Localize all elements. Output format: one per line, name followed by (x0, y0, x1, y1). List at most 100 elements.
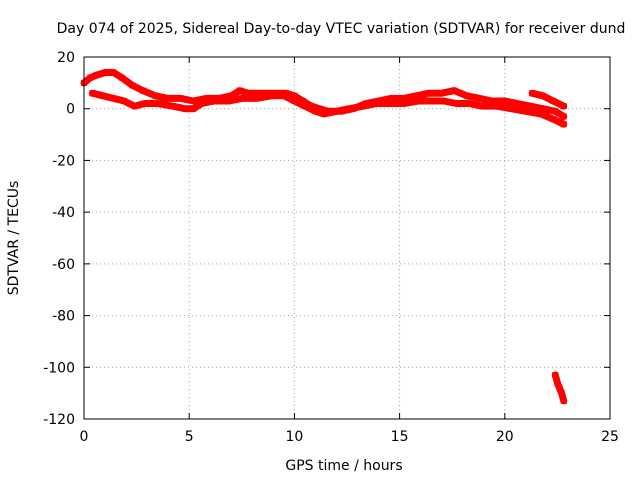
data-point-band-upper (152, 92, 159, 99)
data-point-band-upper (463, 92, 470, 99)
data-point-band-lower (508, 105, 515, 112)
data-point-band-upper (203, 95, 210, 102)
data-point-band-lower (428, 97, 435, 104)
data-point-band-lower (268, 92, 275, 99)
data-point-band-upper (291, 92, 298, 99)
chart-title: Day 074 of 2025, Sidereal Day-to-day VTE… (57, 21, 626, 37)
data-point-band-lower (312, 108, 319, 115)
data-point-band-late (560, 103, 567, 110)
data-point-band-upper (139, 87, 146, 94)
x-tick-label: 15 (391, 429, 409, 445)
x-tick-label: 25 (601, 429, 619, 445)
data-point-band-lower (522, 108, 529, 115)
x-tick-label: 20 (496, 429, 514, 445)
x-axis-label: GPS time / hours (285, 458, 402, 474)
data-point-band-lower (89, 90, 96, 97)
data-point-band-lower (466, 100, 473, 107)
data-point-band-lower (400, 100, 407, 107)
data-point-band-lower (226, 97, 233, 104)
data-point-band-upper (236, 87, 243, 94)
y-tick-label: -100 (43, 360, 75, 376)
data-point-band-upper (539, 105, 546, 112)
data-point-band-lower (120, 97, 127, 104)
data-point-band-upper (316, 105, 323, 112)
data-point-band-lower (142, 100, 149, 107)
data-point-outlier (556, 384, 563, 391)
plot-frame (83, 56, 611, 420)
y-axis-label: SDTVAR / TECUs (6, 181, 22, 296)
data-point-band-lower (550, 116, 557, 123)
data-point-band-upper (560, 113, 567, 120)
data-point-band-lower (99, 92, 106, 99)
data-point-band-lower (453, 100, 460, 107)
data-point-band-upper (257, 90, 264, 97)
y-tick-label: -120 (43, 412, 75, 428)
data-point-band-lower (238, 95, 245, 102)
y-tick-label: 0 (66, 102, 75, 118)
data-point-band-lower (181, 105, 188, 112)
x-tick-label: 5 (185, 429, 194, 445)
data-point-band-late (529, 90, 536, 97)
y-tick-label: -20 (52, 153, 75, 169)
data-point-band-upper (118, 74, 125, 81)
data-point-band-lower (320, 110, 327, 117)
data-point-band-upper (110, 69, 117, 76)
data-point-band-upper (245, 90, 252, 97)
data-point-band-upper (228, 92, 235, 99)
data-points (80, 69, 568, 405)
data-point-band-lower (415, 97, 422, 104)
data-point-band-lower (301, 103, 308, 110)
data-point-band-upper (451, 87, 458, 94)
data-point-band-upper (552, 108, 559, 115)
x-tick-label: 0 (80, 429, 89, 445)
y-tick-label: 20 (57, 50, 75, 66)
data-point-band-lower (154, 100, 161, 107)
y-tick-label: -60 (52, 257, 75, 273)
data-point-band-upper (388, 95, 395, 102)
data-point-band-upper (514, 100, 521, 107)
data-point-band-upper (413, 92, 420, 99)
data-point-band-upper (489, 97, 496, 104)
data-point-outlier (552, 372, 559, 379)
data-point-band-upper (165, 95, 172, 102)
x-tick-label: 10 (285, 429, 303, 445)
data-point-band-upper (400, 95, 407, 102)
tick-labels: 0 5 10 15 20 25 20 0 -20 -40 -60 -80 -100 -120 (43, 50, 619, 445)
data-point-band-lower (198, 100, 205, 107)
data-point-band-lower (169, 103, 176, 110)
data-point-band-lower (360, 103, 367, 110)
data-point-band-lower (333, 108, 340, 115)
data-point-band-upper (102, 69, 109, 76)
y-tick-label: -40 (52, 205, 75, 221)
data-point-outlier (558, 390, 565, 397)
data-point-band-late (550, 97, 557, 104)
data-point-band-lower (440, 97, 447, 104)
data-point-band-upper (87, 74, 94, 81)
data-point-band-upper (177, 95, 184, 102)
data-point-band-lower (478, 103, 485, 110)
data-point-band-upper (476, 95, 483, 102)
data-point-band-lower (110, 95, 117, 102)
data-point-band-lower (190, 105, 197, 112)
data-point-band-upper (93, 72, 100, 79)
data-point-band-upper (527, 103, 534, 110)
data-point-band-lower (291, 97, 298, 104)
data-point-band-lower (346, 105, 353, 112)
data-point-band-upper (438, 90, 445, 97)
data-point-band-upper (299, 97, 306, 104)
data-point-band-lower (211, 97, 218, 104)
data-point-band-upper (426, 90, 433, 97)
data-point-band-lower (537, 110, 544, 117)
data-point-outlier (560, 397, 567, 404)
data-point-band-lower (373, 100, 380, 107)
data-point-band-lower (560, 121, 567, 128)
data-point-band-lower (253, 95, 260, 102)
series-line-band-late (528, 89, 568, 110)
data-point-band-lower (493, 103, 500, 110)
data-point-outlier (554, 379, 561, 386)
grid (84, 57, 610, 419)
data-point-band-lower (131, 103, 138, 110)
data-point-band-late (539, 92, 546, 99)
data-point-band-lower (386, 100, 393, 107)
